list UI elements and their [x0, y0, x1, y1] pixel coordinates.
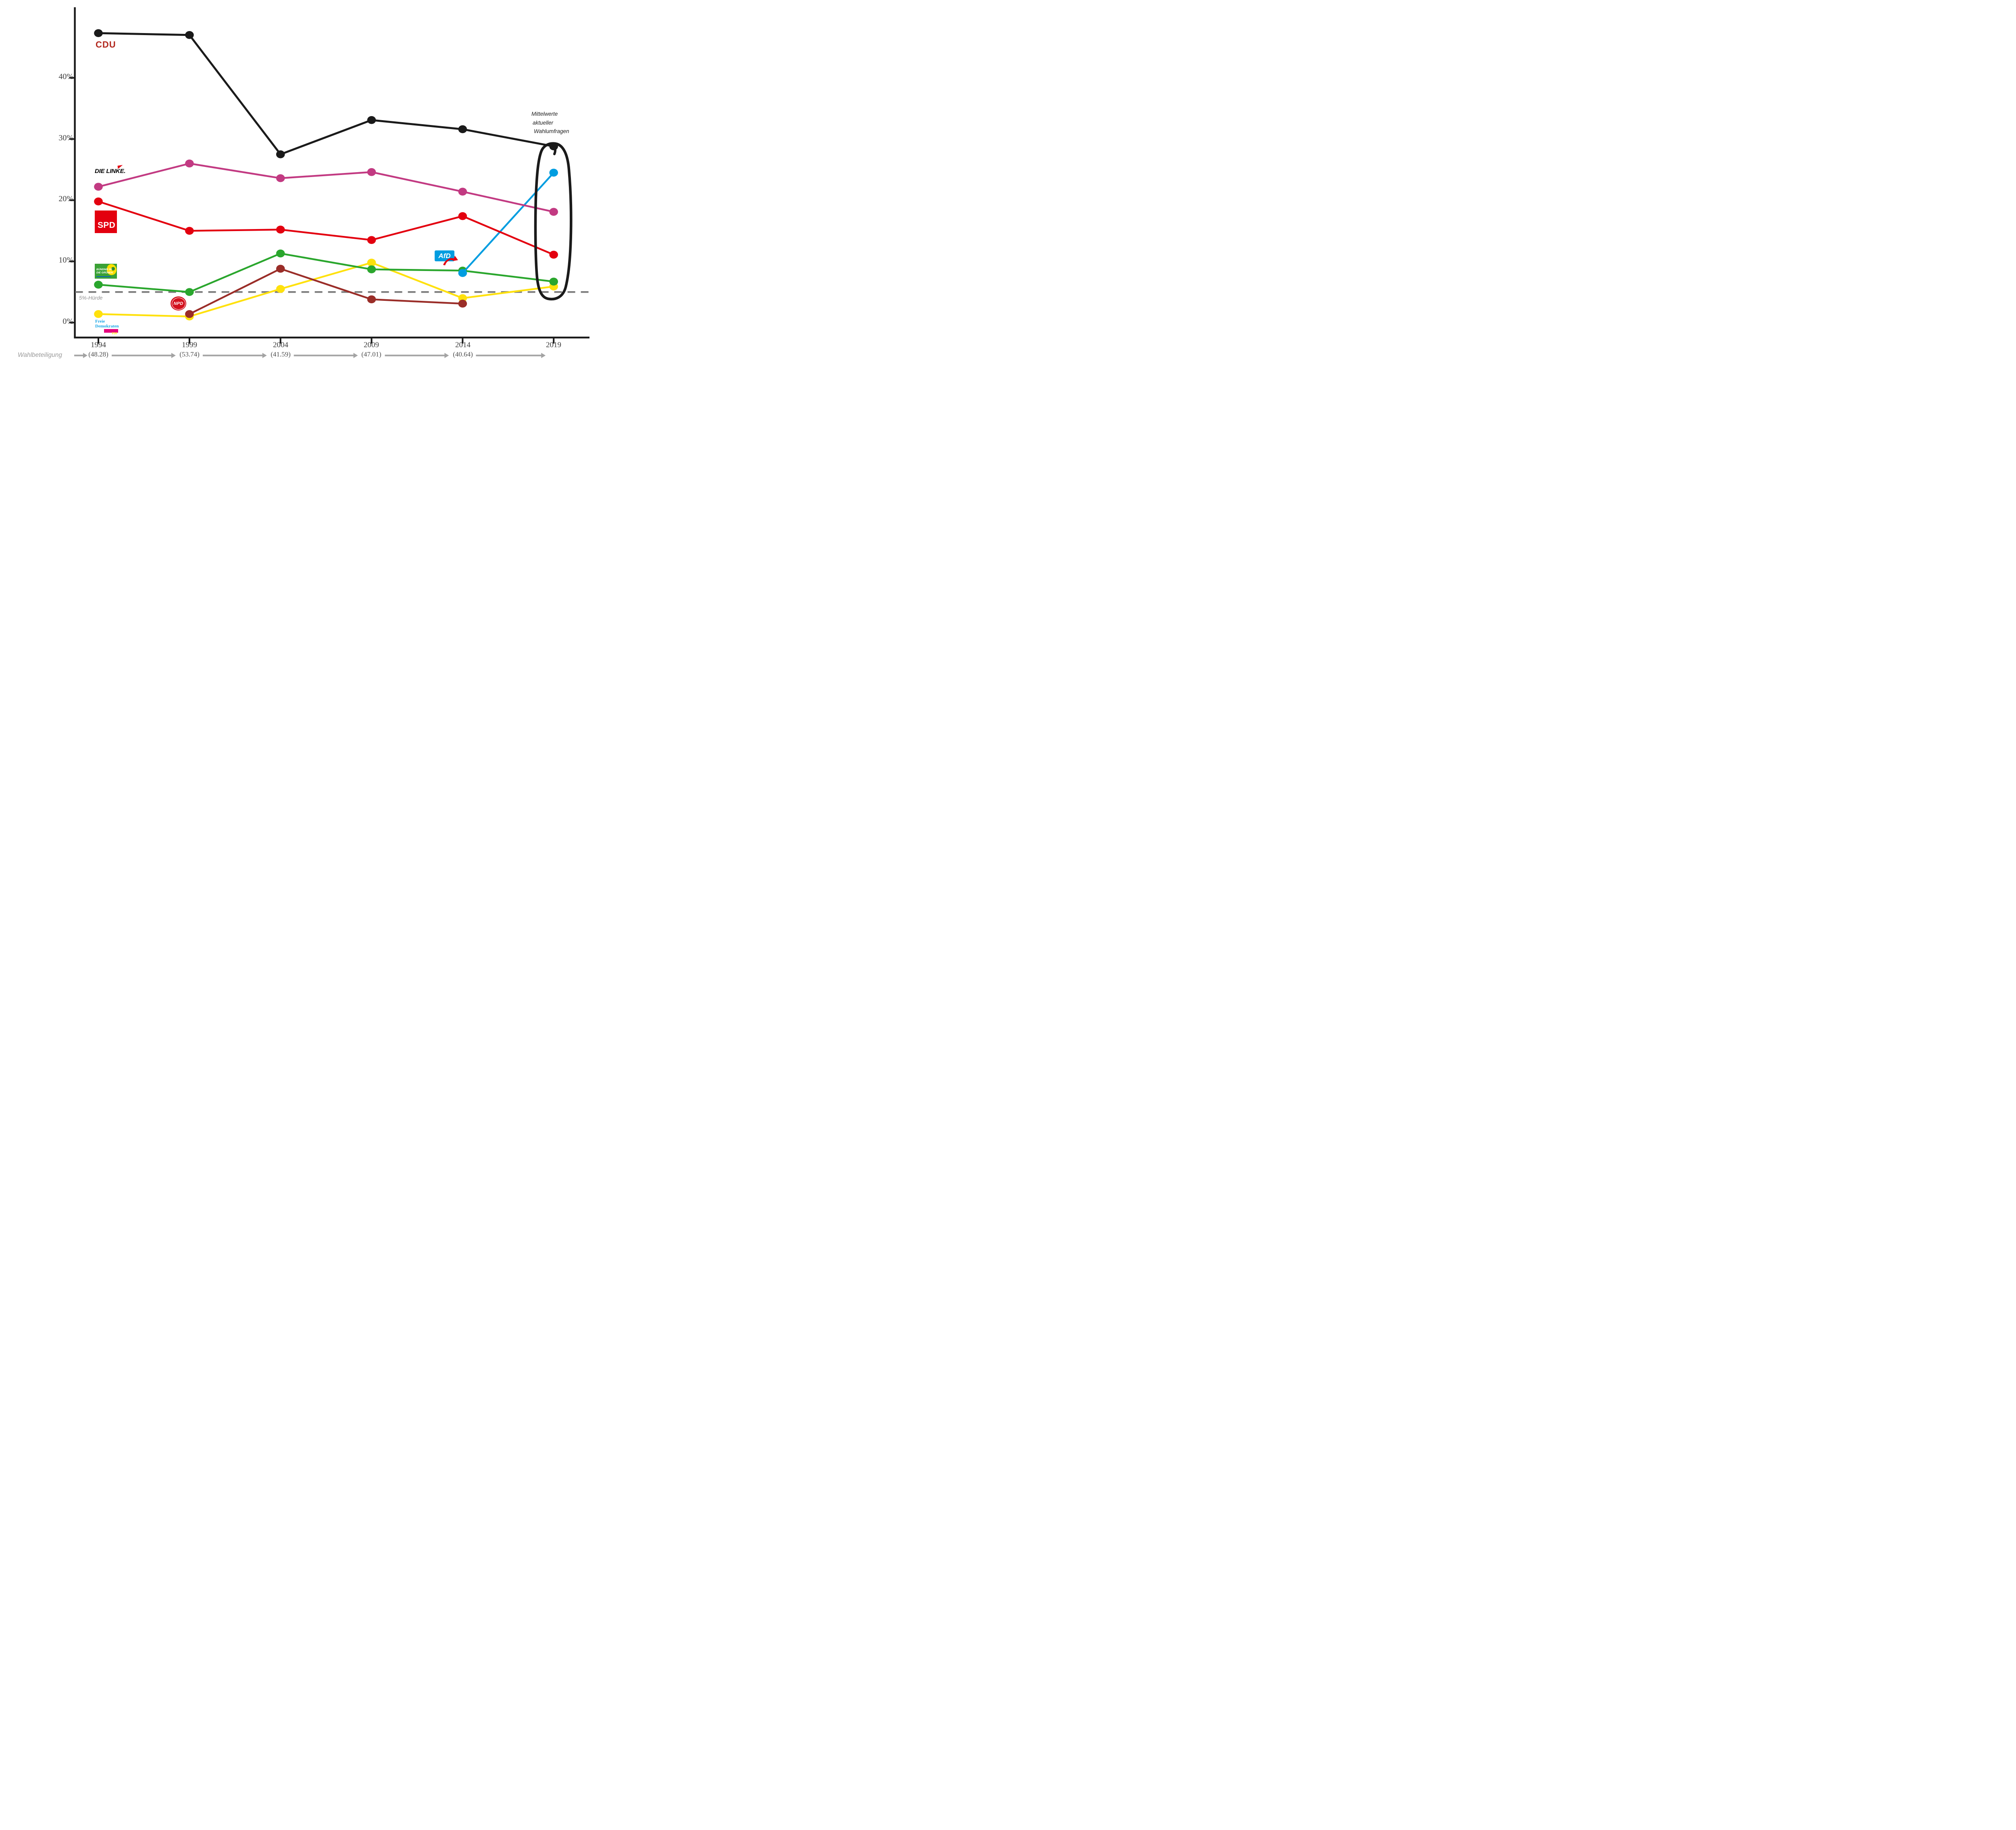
spd-logo: SPD — [95, 211, 117, 233]
afd-logo: AfD — [435, 250, 458, 265]
npd-ring — [171, 297, 185, 310]
xtick-1994: 1994 — [91, 341, 106, 349]
gruene-logo-line2: DIE GRÜNEN — [96, 271, 113, 274]
ytick-0: 0% — [62, 317, 73, 326]
gruene-logo-text: BÜNDNIS 90 DIE GRÜNEN — [96, 268, 113, 275]
ytick-30: 30% — [58, 133, 73, 142]
fdp-logo-line2: Demokraten — [95, 323, 119, 329]
chart-svg — [69, 7, 589, 358]
fdp-logo-line1: Freie — [95, 319, 105, 324]
chart-canvas: 40% 30% 20% 10% 0% 1994 1999 2004 2009 2… — [0, 0, 600, 366]
xtick-2019: 2019 — [546, 341, 561, 349]
threshold-label: 5%-Hürde — [79, 295, 103, 301]
afd-swoosh-icon — [443, 256, 458, 265]
poll-annotation-line3: Wahlumfragen — [534, 128, 569, 135]
sunflower-icon — [107, 264, 117, 275]
npd-logo: NPD — [171, 296, 186, 311]
spd-logo-text: SPD — [98, 221, 116, 230]
poll-annotation-line2: aktueller — [533, 119, 554, 126]
linke-logo-text: DIE LINKE. — [95, 168, 126, 175]
gruene-logo-line1: BÜNDNIS 90 — [96, 268, 112, 271]
gruene-blue-bar — [96, 276, 111, 277]
ytick-40: 40% — [58, 72, 73, 81]
afd-logo-text: AfD — [438, 252, 451, 260]
linke-logo: DIE LINKE. — [95, 165, 126, 175]
turnout-2014: (40.64) — [453, 350, 473, 358]
xtick-2009: 2009 — [364, 341, 379, 349]
turnout-2009: (47.01) — [361, 350, 381, 358]
fdp-block: FDP — [104, 329, 118, 336]
turnout-2004: (41.59) — [271, 350, 291, 358]
fdp-abbr-text: FDP — [112, 332, 117, 336]
fdp-logo: Freie Demokraten FDP — [95, 319, 119, 336]
turnout-1994: (48.28) — [88, 350, 108, 358]
xtick-2004: 2004 — [273, 341, 288, 349]
ytick-10: 10% — [58, 256, 73, 265]
cdu-logo: CDU — [96, 40, 116, 50]
turnout-label: Wahlbeteiligung — [18, 352, 62, 358]
xtick-2014: 2014 — [455, 341, 471, 349]
poll-annotation: Mittelwerte aktueller Wahlumfragen — [531, 110, 569, 136]
gruene-logo: BÜNDNIS 90 DIE GRÜNEN — [95, 264, 117, 279]
ytick-20: 20% — [58, 194, 73, 203]
poll-annotation-line1: Mittelwerte — [531, 111, 558, 117]
xtick-1999: 1999 — [182, 341, 197, 349]
turnout-1999: (53.74) — [179, 350, 200, 358]
